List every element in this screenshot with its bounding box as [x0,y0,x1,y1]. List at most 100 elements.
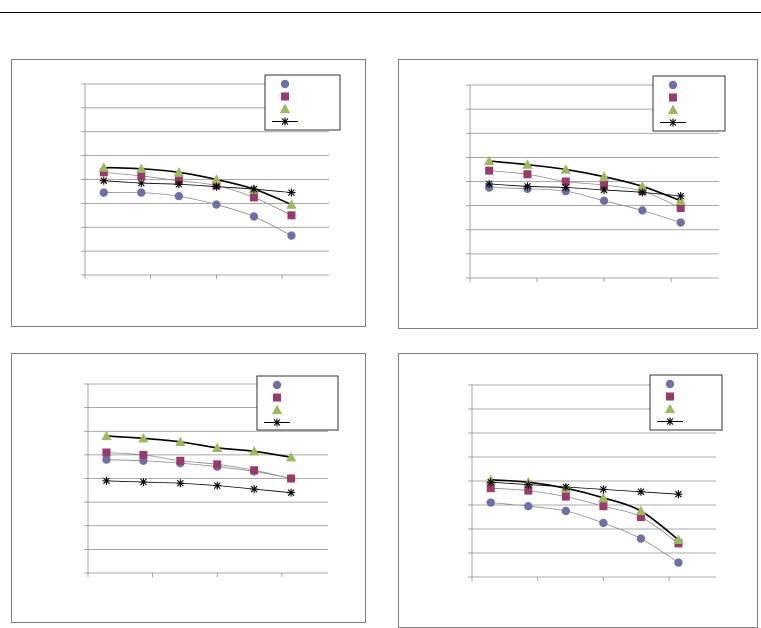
data-point [176,456,185,465]
series-line [490,502,679,563]
gridlines [85,83,329,252]
series-1 [99,188,296,240]
series-4 [485,179,685,200]
legend-box [649,374,723,431]
data-point [136,163,147,173]
data-point [101,430,112,441]
series-line [106,480,292,494]
data-point [599,518,608,528]
data-point [598,171,610,181]
series-4 [99,176,296,197]
data-point [524,480,533,489]
series-line [489,187,681,223]
data-point [561,506,571,516]
legend-marker [669,118,677,127]
data-point [99,176,108,185]
legend-marker [669,93,677,102]
data-point [599,502,608,511]
series-line [103,191,292,236]
chart-panel-3 [11,353,366,623]
data-point [248,446,260,456]
data-point [212,182,221,191]
data-point [102,448,111,457]
chart-svg [84,375,339,577]
legend [264,74,341,131]
data-point [561,177,570,186]
data-point [249,193,258,202]
data-point [286,199,297,209]
data-point [486,498,495,507]
data-point [598,492,609,502]
data-point [674,490,683,499]
legend-marker [666,392,674,401]
chart-svg [81,74,341,279]
data-point [485,166,494,175]
data-point [102,455,111,464]
data-point [674,558,683,567]
legend [256,375,339,431]
data-point [102,476,111,485]
chart-svg [468,374,723,581]
data-point [560,164,571,174]
data-point [636,534,646,543]
legend-marker [271,404,283,415]
data-point [561,183,570,192]
series-line [490,487,679,544]
legend-marker [665,379,675,389]
data-point [523,182,532,191]
series-2 [486,484,683,548]
chart-panel-4 [398,353,758,628]
series-3 [98,162,297,209]
data-point [483,155,495,166]
chart-panel-2 [398,59,758,329]
series-3 [483,155,686,205]
data-point [636,487,645,496]
data-point [676,218,685,227]
legend-marker [667,104,679,115]
data-point [561,483,570,491]
legend-marker [281,92,289,101]
data-point [486,478,495,487]
data-point [213,481,222,490]
series-line [103,171,292,216]
data-point [285,452,297,462]
data-point [287,188,296,197]
data-point [524,486,533,495]
data-point [524,502,533,511]
legend-marker [281,117,289,126]
data-point [176,479,185,488]
series-line [106,452,292,479]
series-3 [485,474,684,544]
data-point [138,433,149,443]
series-1 [486,498,683,567]
data-point [486,484,495,493]
series-4 [486,478,683,499]
data-point [600,185,609,194]
data-point [174,180,183,189]
data-point [287,211,296,220]
legend-box [264,74,341,131]
data-point [99,168,108,177]
data-point [561,492,570,501]
data-point [599,485,608,494]
data-point [249,185,258,194]
data-point [599,196,609,205]
data-point [212,200,221,209]
data-point [213,460,222,469]
data-point [139,478,148,487]
legend-marker [273,393,281,402]
data-point [211,174,222,184]
series-2 [102,448,296,483]
data-point [287,231,296,240]
data-point [137,179,146,188]
data-point [675,195,686,205]
chart-svg [466,75,726,282]
legend-marker [280,79,290,89]
header-rule [0,12,761,13]
data-point [137,171,146,180]
data-point [673,534,684,544]
series-line [106,435,292,459]
chart-panel-1 [11,59,366,327]
data-point [249,212,259,221]
data-point [137,188,146,197]
